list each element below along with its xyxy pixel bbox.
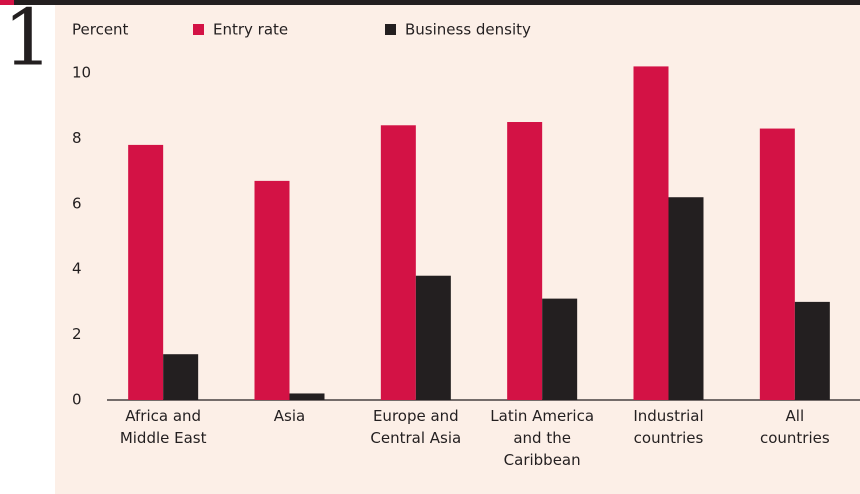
figure-number: 1 [3, 0, 53, 84]
bar [380, 125, 416, 400]
x-tick-label: Industrial countries [633, 407, 704, 447]
bar [668, 197, 704, 400]
bar [542, 298, 578, 400]
bar [415, 275, 451, 400]
y-tick-label: 6 [72, 194, 82, 212]
x-tick-label: Europe and Central Asia [370, 407, 462, 447]
bar [163, 354, 199, 400]
bar [128, 144, 164, 400]
x-tick-label: Asia [273, 407, 306, 425]
bar [254, 180, 290, 400]
bar [633, 66, 669, 400]
top-rule [0, 0, 860, 5]
legend-swatch [385, 24, 396, 35]
bar [794, 301, 830, 400]
panel [55, 5, 860, 494]
y-tick-label: 4 [72, 260, 82, 278]
y-tick-label: 2 [72, 325, 82, 343]
y-tick-label: 0 [72, 391, 82, 409]
legend-label: Entry rate [213, 21, 288, 39]
bar [759, 128, 795, 400]
y-axis-label: Percent [72, 21, 129, 39]
legend-label: Business density [405, 21, 531, 39]
bar [507, 122, 543, 400]
x-tick-label: All countries [759, 407, 830, 447]
y-tick-label: 8 [72, 129, 82, 147]
x-tick-label: Latin America and the Caribbean [490, 407, 595, 469]
y-tick-label: 10 [72, 63, 91, 81]
bar [289, 393, 325, 400]
top-accent [0, 0, 14, 5]
x-tick-label: Africa and Middle East [119, 407, 207, 447]
legend-swatch [193, 24, 204, 35]
